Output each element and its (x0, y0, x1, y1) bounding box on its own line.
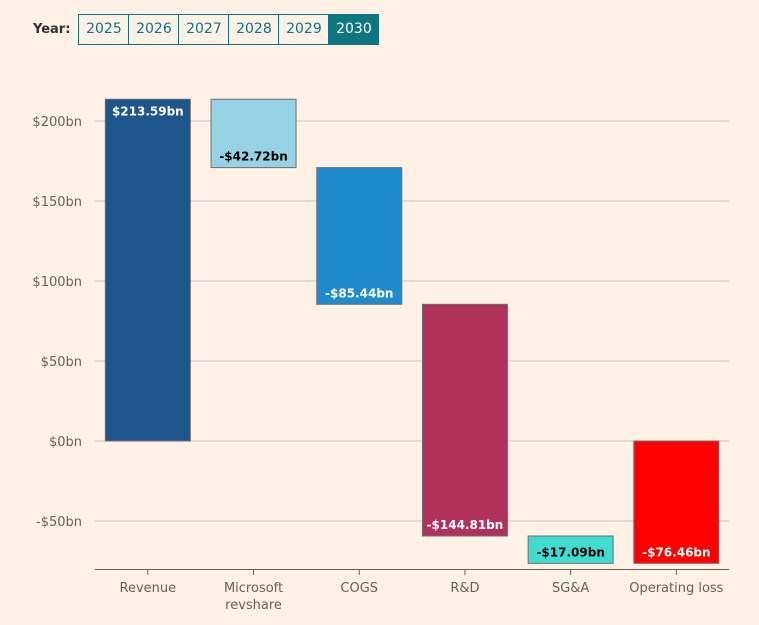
x-category-label: Revenue (120, 581, 177, 596)
bar-4 (527, 535, 614, 564)
data-label: $213.59bn (112, 104, 184, 118)
y-tick-label: $50bn (41, 355, 82, 370)
year-button-2030[interactable]: 2030 (328, 15, 379, 44)
year-button-2025[interactable]: 2025 (86, 21, 122, 37)
year-label: Year: (33, 22, 71, 37)
x-category-label: Microsoft (224, 581, 283, 596)
x-category-label: R&D (450, 581, 479, 596)
bar-3 (421, 303, 508, 537)
data-label: -$76.46bn (642, 545, 710, 559)
year-button-2028[interactable]: 2028 (228, 15, 278, 44)
year-selector: Year: 2025 2026 2027 2028 2029 2030 (33, 14, 380, 45)
x-category-label: revshare (225, 598, 282, 613)
bar-2 (316, 167, 403, 305)
year-button-2027[interactable]: 2027 (178, 15, 228, 44)
x-category-label: COGS (340, 581, 378, 596)
y-tick-label: $200bn (32, 115, 82, 130)
y-tick-label: $100bn (32, 275, 82, 290)
bar-1 (210, 98, 297, 169)
y-tick-label: $150bn (32, 195, 82, 210)
data-label: -$42.72bn (219, 150, 287, 164)
y-tick-label: -$50bn (36, 515, 82, 530)
year-button-2029[interactable]: 2029 (278, 15, 328, 44)
y-tick-label: $0bn (49, 435, 82, 450)
x-category-label: Operating loss (629, 581, 723, 596)
year-button-2026[interactable]: 2026 (128, 15, 178, 44)
data-label: -$144.81bn (427, 518, 504, 532)
bar-0 (104, 98, 191, 442)
data-label: -$85.44bn (325, 286, 393, 300)
x-category-label: SG&A (552, 581, 589, 596)
bar-5 (633, 440, 720, 564)
year-buttons: 2025 2026 2027 2028 2029 2030 (78, 14, 380, 45)
data-label: -$17.09bn (536, 545, 604, 559)
